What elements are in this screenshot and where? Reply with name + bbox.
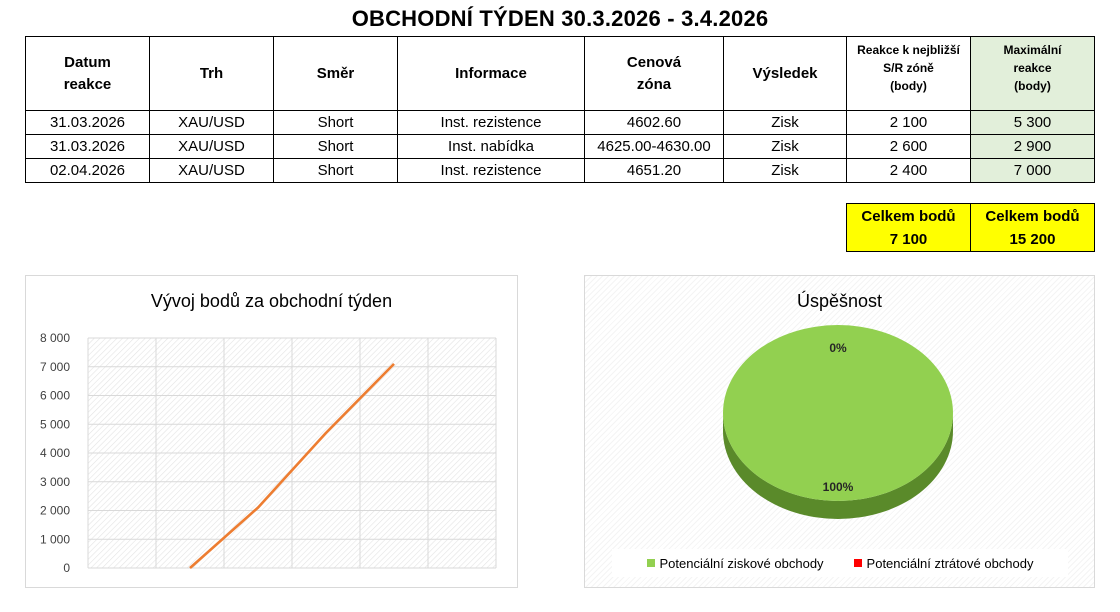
legend-item-profit: Potenciální ziskové obchody: [646, 555, 824, 571]
table-row: 31.03.2026 XAU/USD Short Inst. nabídka 4…: [25, 134, 1095, 159]
cell-info: Inst. rezistence: [397, 110, 585, 135]
cell-zone: 4651.20: [584, 158, 724, 183]
cell-zone: 4625.00-4630.00: [584, 134, 724, 159]
table-header-row: Datum reakce Trh Směr Informace Cenová zón…: [25, 36, 1095, 111]
cell-date: 02.04.2026: [25, 158, 150, 183]
cell-direction: Short: [273, 110, 398, 135]
cell-reaction: 2 100: [846, 110, 971, 135]
series-line: [189, 362, 395, 569]
header-info: Informace: [397, 36, 585, 111]
y-tick-label: 1 000: [40, 532, 70, 546]
cell-market: XAU/USD: [149, 110, 274, 135]
header-reaction: Reakce k nejbližší S/R zóně (body): [846, 36, 971, 111]
cell-zone: 4602.60: [584, 110, 724, 135]
pie-data-label-profit: 100%: [823, 480, 854, 494]
table-row: 02.04.2026 XAU/USD Short Inst. rezistenc…: [25, 158, 1095, 183]
header-direction: Směr: [273, 36, 398, 111]
header-zone: Cenová zóna: [584, 36, 724, 111]
cell-result: Zisk: [723, 158, 847, 183]
total-reaction-points: Celkem bodů 7 100: [846, 203, 971, 252]
cell-direction: Short: [273, 158, 398, 183]
pie-chart: 0% 100%: [723, 325, 953, 519]
cell-date: 31.03.2026: [25, 110, 150, 135]
cell-result: Zisk: [723, 110, 847, 135]
legend-label-loss: Potenciální ztrátové obchody: [866, 555, 1034, 571]
pie-legend: Potenciální ziskové obchody Potenciální …: [612, 549, 1068, 577]
legend-swatch-loss: [853, 559, 862, 567]
pie-data-label-loss: 0%: [829, 341, 847, 355]
header-result: Výsledek: [723, 36, 847, 111]
y-tick-label: 7 000: [40, 360, 70, 374]
table-row: 31.03.2026 XAU/USD Short Inst. rezistenc…: [25, 110, 1095, 135]
y-tick-label: 6 000: [40, 389, 70, 403]
y-tick-label: 0: [63, 561, 70, 575]
pie-slice-profit: [723, 325, 953, 501]
cell-direction: Short: [273, 134, 398, 159]
pie-chart-title: Úspěšnost: [796, 291, 883, 311]
legend-item-loss: Potenciální ztrátové obchody: [853, 555, 1034, 571]
legend-label-profit: Potenciální ziskové obchody: [659, 555, 824, 571]
cell-info: Inst. nabídka: [397, 134, 585, 159]
cell-reaction: 2 600: [846, 134, 971, 159]
cell-market: XAU/USD: [149, 158, 274, 183]
header-max-reaction: Maximální reakce (body): [970, 36, 1095, 111]
line-chart-panel: Vývoj bodů za obchodní týden 0 1 000 2 000…: [25, 275, 518, 588]
y-tick-label: 2 000: [40, 504, 70, 518]
cell-max-reaction: 2 900: [970, 134, 1095, 159]
cell-info: Inst. rezistence: [397, 158, 585, 183]
header-date: Datum reakce: [25, 36, 150, 111]
line-chart: 0 1 000 2 000 3 000 4 000 5 000 6 000 7 000 8 00…: [40, 331, 497, 575]
y-tick-label: 5 000: [40, 417, 70, 431]
cell-reaction: 2 400: [846, 158, 971, 183]
cell-result: Zisk: [723, 134, 847, 159]
y-tick-label: 3 000: [40, 475, 70, 489]
trades-table: Datum reakce Trh Směr Informace Cenová zón…: [25, 36, 1095, 183]
cell-max-reaction: 5 300: [970, 110, 1095, 135]
cell-date: 31.03.2026: [25, 134, 150, 159]
totals-table: Celkem bodů 7 100 Celkem bodů 15 200: [846, 203, 1095, 252]
legend-swatch-profit: [646, 559, 655, 567]
cell-max-reaction: 7 000: [970, 158, 1095, 183]
header-market: Trh: [149, 36, 274, 111]
pie-side: [723, 413, 953, 519]
cell-market: XAU/USD: [149, 134, 274, 159]
page-title: OBCHODNÍ TÝDEN 30.3.2026 - 3.4.2026: [351, 6, 769, 31]
y-tick-label: 8 000: [40, 331, 70, 345]
y-tick-label: 4 000: [40, 446, 70, 460]
line-chart-title: Vývoj bodů za obchodní týden: [150, 291, 393, 311]
total-max-points: Celkem bodů 15 200: [970, 203, 1095, 252]
